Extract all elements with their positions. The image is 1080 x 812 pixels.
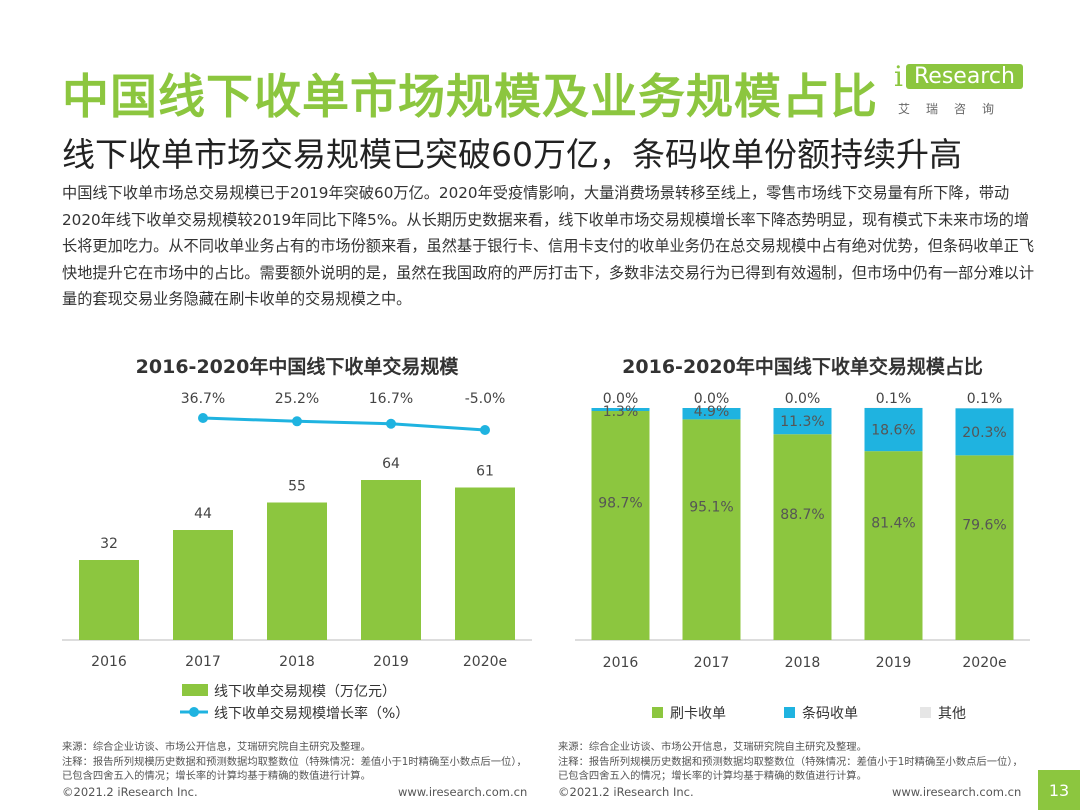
chart-2-legend-label: 刷卡收单 — [670, 706, 726, 722]
chart-1-legend-line-marker — [189, 707, 199, 717]
chart-1-growth-point — [198, 413, 208, 423]
chart-2-segment-2017-0 — [683, 419, 741, 640]
chart-1-bar-2019 — [361, 480, 421, 640]
chart-1-value-label: 61 — [476, 464, 494, 480]
chart-1-x-tick: 2016 — [91, 654, 127, 670]
chart-1-value-label: 64 — [382, 456, 400, 472]
chart-2-legend-swatch-2 — [920, 707, 931, 718]
chart-1-x-tick: 2020e — [463, 654, 507, 670]
chart-1-growth-label: 16.7% — [369, 391, 413, 407]
chart-2-other-label: 0.1% — [876, 391, 912, 407]
chart-1-value-label: 44 — [194, 506, 212, 522]
left-copyright: ©2021.2 iResearch Inc. — [62, 785, 198, 799]
chart-2-card-label: 98.7% — [598, 496, 642, 512]
left-source-note: 来源：综合企业访谈、市场公开信息，艾瑞研究院自主研究及整理。 注释：报告所列规模… — [62, 740, 532, 784]
chart-2-other-label: 0.0% — [694, 391, 730, 407]
chart-2-segment-2019-0 — [865, 451, 923, 640]
chart-1-legend-line-label: 线下收单交易规模增长率（%） — [214, 705, 409, 722]
chart-1-value-label: 32 — [100, 536, 118, 552]
chart-2-x-tick: 2016 — [603, 655, 639, 671]
chart-1-legend-bar-label: 线下收单交易规模（万亿元） — [214, 683, 396, 700]
chart-1-x-tick: 2017 — [185, 654, 221, 670]
chart-2-legend-label: 其他 — [938, 706, 966, 722]
chart-2-legend-swatch-0 — [652, 707, 663, 718]
chart-2-card-label: 79.6% — [962, 518, 1006, 534]
chart-2-legend-label: 条码收单 — [802, 705, 858, 722]
chart-1-x-tick: 2019 — [373, 654, 409, 670]
chart-2-card-label: 88.7% — [780, 507, 824, 523]
chart-2-barcode-label: 20.3% — [962, 425, 1006, 441]
chart-1-growth-label: -5.0% — [465, 391, 506, 407]
chart-1-value-label: 55 — [288, 479, 306, 495]
chart-2-card-label: 81.4% — [871, 516, 915, 532]
chart-2-legend-swatch-1 — [784, 707, 795, 718]
chart-2-x-tick: 2018 — [785, 655, 821, 671]
right-copyright: ©2021.2 iResearch Inc. — [558, 785, 694, 799]
chart-2-card-label: 95.1% — [689, 500, 733, 516]
chart-1-bar-2017 — [173, 530, 233, 640]
chart-1-legend-bar-swatch — [182, 684, 208, 696]
chart-1-bar-2016 — [79, 560, 139, 640]
chart-1-growth-point — [292, 416, 302, 426]
chart-2-x-tick: 2020e — [962, 655, 1006, 671]
chart-1-growth-line — [203, 418, 485, 430]
right-url: www.iresearch.com.cn — [892, 785, 1021, 799]
chart-1-growth-point — [480, 425, 490, 435]
chart-2-other-label: 0.1% — [967, 391, 1003, 407]
right-source-note: 来源：综合企业访谈、市场公开信息，艾瑞研究院自主研究及整理。 注释：报告所列规模… — [558, 740, 1028, 784]
chart-1-bar-2020e — [455, 488, 515, 641]
chart-1-growth-point — [386, 419, 396, 429]
chart-2-segment-2016-0 — [592, 411, 650, 640]
chart-2-segment-2020e-0 — [956, 455, 1014, 640]
chart-2-barcode-label: 18.6% — [871, 423, 915, 439]
page-number: 13 — [1038, 770, 1080, 810]
chart-1-bar-2018 — [267, 503, 327, 641]
chart-2-barcode-label: 11.3% — [780, 414, 824, 430]
chart-1-x-tick: 2018 — [279, 654, 315, 670]
chart-2-x-tick: 2019 — [876, 655, 912, 671]
chart-1-growth-label: 36.7% — [181, 391, 225, 407]
chart-1-growth-label: 25.2% — [275, 391, 319, 407]
left-url: www.iresearch.com.cn — [398, 785, 527, 799]
chart-2-other-label: 0.0% — [603, 391, 639, 407]
chart-2-segment-2018-0 — [774, 434, 832, 640]
chart-2-x-tick: 2017 — [694, 655, 730, 671]
chart-2-other-label: 0.0% — [785, 391, 821, 407]
